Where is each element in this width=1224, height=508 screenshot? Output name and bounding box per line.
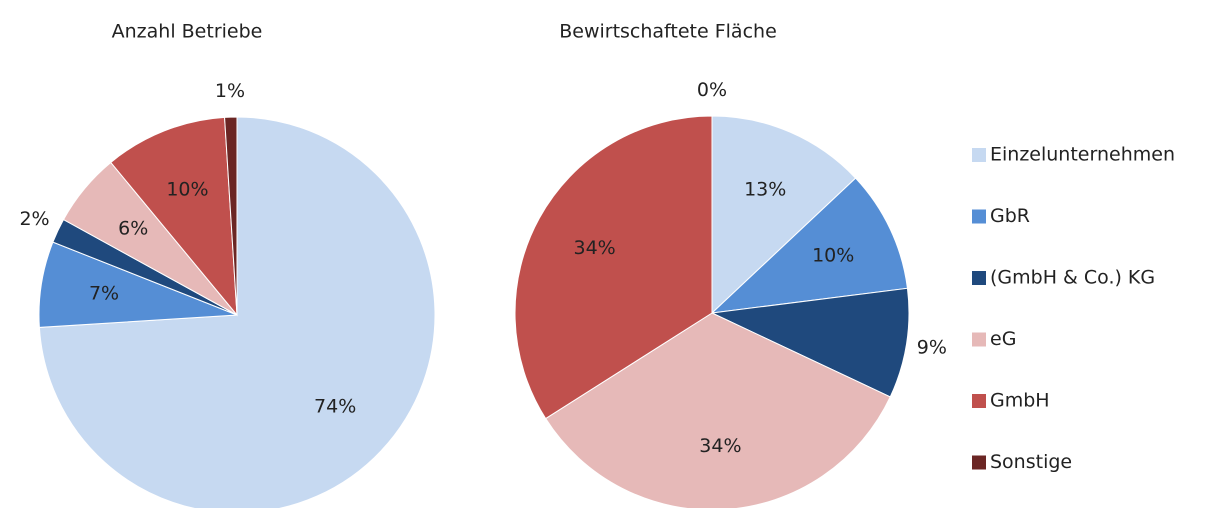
pie-slice <box>110 116 238 317</box>
data-label: 74% <box>314 396 356 418</box>
pie-slice <box>710 287 910 398</box>
legend-swatch <box>972 455 986 470</box>
legend-label: (GmbH & Co.) KG <box>990 267 1155 289</box>
data-label: 7% <box>89 282 119 304</box>
chart-title: Bewirtschaftete Fläche <box>559 21 777 43</box>
data-label: 13% <box>744 179 786 201</box>
data-label: 0% <box>697 79 727 101</box>
data-label: 34% <box>573 237 615 259</box>
data-label: 6% <box>118 218 148 240</box>
data-label: 10% <box>166 178 208 200</box>
pie-slice <box>544 312 891 508</box>
data-label: 10% <box>812 244 854 266</box>
legend-swatch <box>972 332 986 347</box>
data-label: 2% <box>19 208 49 230</box>
legend-swatch <box>972 271 986 285</box>
legend-label: Einzelunternehmen <box>990 144 1175 166</box>
legend-label: GmbH <box>990 390 1050 412</box>
legend-label: eG <box>990 328 1016 350</box>
legend-label: GbR <box>990 205 1030 227</box>
chart-title: Anzahl Betriebe <box>112 21 263 43</box>
pie-slice <box>224 116 238 316</box>
legend-swatch <box>972 394 986 408</box>
pie-slice <box>514 115 713 420</box>
pie-slice <box>711 115 857 315</box>
legend-swatch <box>972 209 986 224</box>
legend-label: Sonstige <box>990 451 1072 473</box>
data-label: 34% <box>699 435 741 457</box>
data-label: 9% <box>917 336 947 358</box>
pie-slice <box>710 177 909 314</box>
legend-swatch <box>972 148 986 162</box>
data-label: 1% <box>215 80 245 102</box>
